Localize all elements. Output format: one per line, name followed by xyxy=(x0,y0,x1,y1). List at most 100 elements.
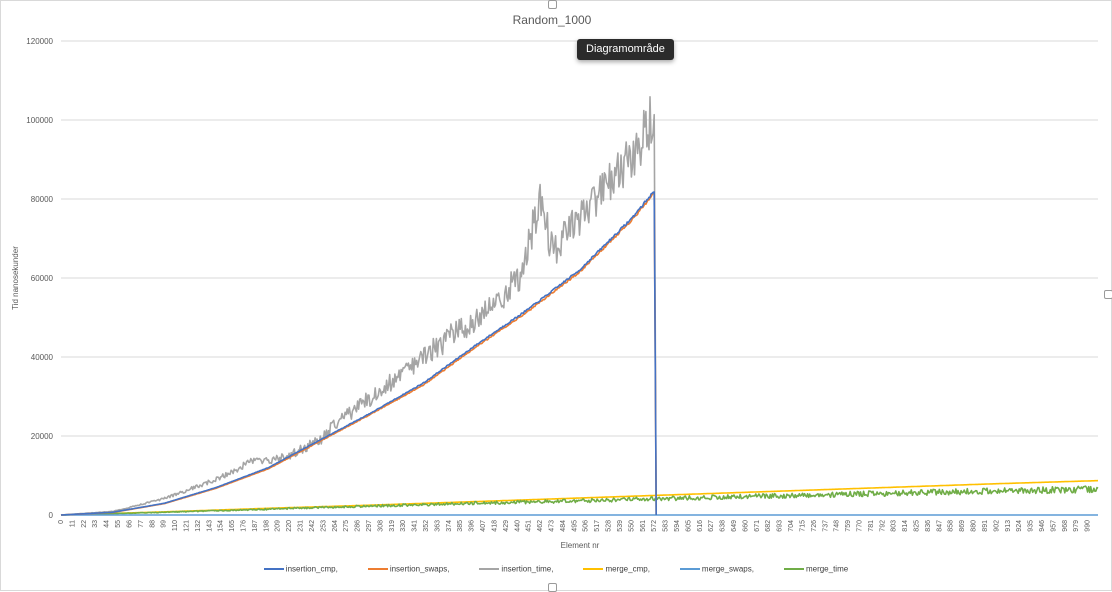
x-tick-label: 11 xyxy=(69,520,76,527)
x-tick-label: 297 xyxy=(366,520,373,532)
x-tick-label: 539 xyxy=(617,520,624,532)
x-tick-label: 286 xyxy=(355,520,362,532)
y-axis-ticks: 0 20000 40000 60000 80000 100000 120000 xyxy=(26,37,53,520)
x-tick-label: 726 xyxy=(811,520,818,532)
x-tick-label: 77 xyxy=(138,520,145,528)
legend-item[interactable]: merge_time xyxy=(783,564,849,574)
x-tick-label: 770 xyxy=(856,520,863,532)
x-tick-label: 231 xyxy=(298,520,305,532)
legend-label: merge_time xyxy=(805,564,849,574)
x-tick-label: 572 xyxy=(651,520,658,532)
series-line-2 xyxy=(60,96,658,516)
x-tick-label: 55 xyxy=(115,520,122,528)
x-axis-label: Element nr xyxy=(561,541,600,550)
grid-lines xyxy=(61,40,1098,516)
x-tick-label: 132 xyxy=(195,520,202,532)
x-tick-label: 979 xyxy=(1073,520,1080,532)
y-tick-label: 120000 xyxy=(26,37,53,46)
x-tick-label: 22 xyxy=(81,520,88,528)
x-tick-label: 561 xyxy=(640,520,647,532)
series-line-5 xyxy=(61,485,1099,516)
x-tick-label: 803 xyxy=(891,520,898,532)
x-tick-label: 220 xyxy=(286,520,293,532)
legend-label: insertion_swaps, xyxy=(389,564,450,574)
x-tick-label: 990 xyxy=(1085,520,1092,532)
x-tick-label: 759 xyxy=(845,520,852,532)
x-tick-label: 550 xyxy=(628,520,635,532)
x-tick-label: 517 xyxy=(594,520,601,532)
x-tick-label: 462 xyxy=(537,520,544,532)
legend-item[interactable]: merge_cmp, xyxy=(583,564,650,573)
legend-label: insertion_time, xyxy=(501,564,554,574)
x-tick-label: 308 xyxy=(377,520,384,532)
x-tick-label: 275 xyxy=(343,520,350,532)
x-tick-label: 88 xyxy=(149,520,156,528)
x-tick-label: 374 xyxy=(446,520,453,532)
series-line-3 xyxy=(61,479,1099,516)
x-tick-label: 693 xyxy=(777,520,784,532)
x-tick-label: 594 xyxy=(674,520,681,532)
x-tick-label: 968 xyxy=(1062,520,1069,532)
x-tick-label: 858 xyxy=(948,520,955,532)
legend-item[interactable]: insertion_swaps, xyxy=(367,564,450,574)
x-tick-label: 627 xyxy=(708,520,715,532)
series-line-1 xyxy=(60,192,657,516)
x-tick-label: 913 xyxy=(1005,520,1012,532)
x-tick-label: 957 xyxy=(1050,520,1057,532)
legend-swatch xyxy=(679,567,700,570)
legend-item[interactable]: insertion_time, xyxy=(479,564,553,573)
x-tick-label: 99 xyxy=(161,520,168,528)
x-tick-label: 352 xyxy=(423,520,430,532)
x-tick-label: 33 xyxy=(92,520,99,528)
y-tick-label: 0 xyxy=(49,511,54,520)
x-tick-label: 165 xyxy=(229,520,236,532)
legend-label: merge_swaps, xyxy=(701,564,754,574)
x-tick-label: 792 xyxy=(879,520,886,532)
legend-label: insertion_cmp, xyxy=(285,564,338,574)
x-tick-label: 330 xyxy=(400,520,407,532)
series-layer xyxy=(60,96,1099,516)
x-tick-label: 319 xyxy=(389,520,396,532)
x-tick-label: 341 xyxy=(412,520,419,532)
x-tick-label: 946 xyxy=(1039,520,1046,532)
x-tick-label: 66 xyxy=(126,520,133,528)
x-tick-label: 847 xyxy=(936,520,943,532)
x-tick-label: 924 xyxy=(1016,520,1023,532)
x-tick-label: 616 xyxy=(697,520,704,532)
x-tick-label: 660 xyxy=(742,520,749,532)
legend: insertion_cmp, insertion_swaps, insertion_… xyxy=(0,564,1112,573)
x-tick-label: 473 xyxy=(549,520,556,532)
resize-handle-top[interactable] xyxy=(548,0,557,9)
x-tick-label: 495 xyxy=(571,520,578,532)
x-tick-label: 682 xyxy=(765,520,772,532)
x-tick-label: 187 xyxy=(252,520,259,532)
x-tick-label: 440 xyxy=(514,520,521,532)
x-tick-label: 891 xyxy=(982,520,989,532)
x-tick-label: 121 xyxy=(183,520,190,532)
x-tick-label: 484 xyxy=(560,520,567,532)
legend-swatch xyxy=(783,567,804,570)
resize-handle-right[interactable] xyxy=(1104,290,1112,299)
x-axis-ticks: 0 11 22 33 44 55 66 77 88 99 110 121 132 143 154 165 176… xyxy=(58,520,1092,532)
legend-swatch xyxy=(367,567,388,570)
x-tick-label: 242 xyxy=(309,520,316,532)
x-tick-label: 429 xyxy=(503,520,510,532)
legend-swatch xyxy=(479,567,500,570)
x-tick-label: 781 xyxy=(868,520,875,532)
x-tick-label: 605 xyxy=(685,520,692,532)
x-tick-label: 0 xyxy=(58,520,65,524)
x-tick-label: 253 xyxy=(320,520,327,532)
x-tick-label: 902 xyxy=(993,520,1000,532)
chart-title: Random_1000 xyxy=(513,13,592,27)
series-line-0 xyxy=(60,191,657,516)
x-tick-label: 363 xyxy=(434,520,441,532)
x-tick-label: 209 xyxy=(275,520,282,532)
legend-swatch xyxy=(583,567,604,570)
x-tick-label: 748 xyxy=(834,520,841,532)
x-tick-label: 704 xyxy=(788,520,795,532)
legend-item[interactable]: merge_swaps, xyxy=(679,564,754,574)
legend-item[interactable]: insertion_cmp, xyxy=(263,564,338,574)
y-tick-label: 100000 xyxy=(26,116,53,125)
x-tick-label: 44 xyxy=(104,520,111,528)
